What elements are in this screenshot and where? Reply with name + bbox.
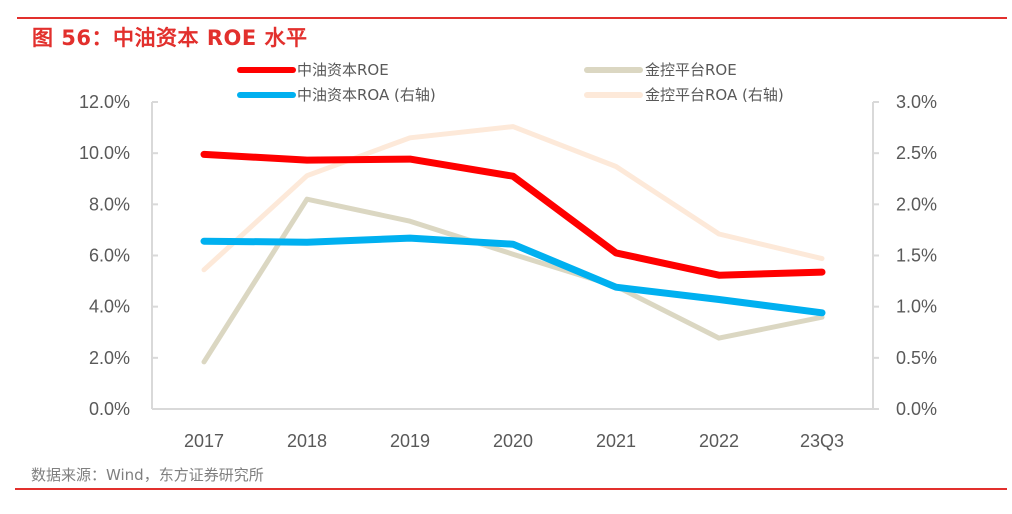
right-axis-tick-label: 2.5%	[896, 143, 937, 163]
series-line	[201, 124, 825, 273]
right-axis-tick-label: 0.5%	[896, 348, 937, 368]
axes: 0.0% 2.0% 4.0% 6.0% 8.0% 10.0% 12.0% 0.0% 0.5% 1.…	[79, 92, 937, 451]
x-axis-tick-label: 2020	[493, 431, 533, 451]
x-axis-tick-label: 2019	[390, 431, 430, 451]
left-axis-tick-label: 12.0%	[79, 92, 130, 112]
x-axis-tick-label: 2017	[184, 431, 224, 451]
left-axis-tick-label: 10.0%	[79, 143, 130, 163]
right-axis-tick-label: 1.0%	[896, 297, 937, 317]
series-3	[201, 124, 825, 273]
bottom-rule	[15, 488, 1007, 490]
x-axis-tick-label: 2022	[699, 431, 739, 451]
right-axis-tick-label: 0.0%	[896, 399, 937, 419]
legend-label: 中油资本ROA (右轴)	[297, 86, 436, 104]
left-axis-tick-label: 4.0%	[89, 297, 130, 317]
legend-item: 中油资本ROE	[237, 61, 389, 79]
series-line	[201, 196, 825, 365]
left-axis-tick-label: 0.0%	[89, 399, 130, 419]
legend-label: 中油资本ROE	[297, 61, 389, 79]
x-axis-tick-label: 2021	[596, 431, 636, 451]
legend: 中油资本ROE 金控平台ROE 中油资本ROA (右轴) 金控平台ROA (右轴)	[237, 61, 784, 104]
legend-item: 金控平台ROE	[584, 61, 737, 79]
left-axis-tick-label: 6.0%	[89, 246, 130, 266]
x-axis-tick-label: 2018	[287, 431, 327, 451]
series-1	[201, 196, 825, 365]
series-layer	[200, 124, 826, 365]
right-axis-tick-label: 2.0%	[896, 194, 937, 214]
right-axis-tick-label: 3.0%	[896, 92, 937, 112]
legend-item: 中油资本ROA (右轴)	[237, 86, 436, 104]
top-rule	[17, 17, 1007, 19]
left-axis-tick-label: 8.0%	[89, 194, 130, 214]
legend-item: 金控平台ROA (右轴)	[584, 86, 784, 104]
right-axis-tick-label: 1.5%	[896, 246, 937, 266]
legend-label: 金控平台ROE	[645, 61, 737, 79]
source-note: 数据来源：Wind，东方证券研究所	[31, 466, 264, 484]
legend-label: 金控平台ROA (右轴)	[645, 86, 784, 104]
left-axis-tick-label: 2.0%	[89, 348, 130, 368]
series-0	[200, 150, 826, 279]
series-2	[200, 234, 826, 317]
figure-title: 图 56：中油资本 ROE 水平	[32, 26, 308, 50]
x-axis-tick-label: 23Q3	[800, 431, 844, 451]
